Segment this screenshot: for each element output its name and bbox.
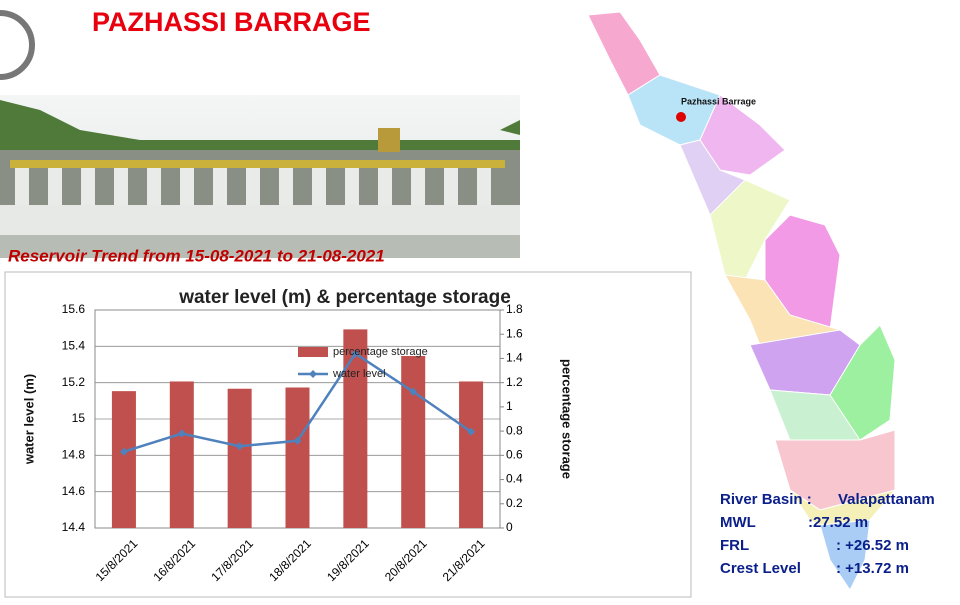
- bar: [401, 356, 426, 528]
- y-tick-label: 15: [72, 411, 86, 425]
- barrage-marker: [676, 112, 686, 122]
- y2-tick-label: 0.6: [506, 448, 523, 462]
- y2-tick-label: 1: [506, 399, 513, 413]
- y2-tick-label: 1.4: [506, 351, 523, 365]
- y2-tick-label: 0.4: [506, 472, 523, 486]
- info-value: : +26.52 m: [836, 537, 909, 554]
- marker-label: Pazhassi Barrage: [681, 96, 756, 106]
- bar: [227, 388, 252, 528]
- y2-tick-label: 0: [506, 520, 513, 534]
- y2-tick-label: 1.6: [506, 326, 523, 340]
- y-axis-title: water level (m): [21, 374, 36, 465]
- logo: [0, 10, 35, 80]
- bar: [169, 381, 194, 528]
- photo: [0, 95, 520, 258]
- line-marker: [293, 436, 302, 445]
- chart-title: water level (m) & percentage storage: [178, 287, 511, 308]
- line-marker: [119, 447, 128, 456]
- info-panel: River Basin : Valapattanam MWL :27.52 m FRL:…: [720, 491, 935, 577]
- y-tick-label: 15.4: [62, 339, 86, 353]
- info-value: Valapattanam: [838, 491, 935, 508]
- line-marker: [467, 427, 476, 436]
- bar: [285, 387, 310, 528]
- y-tick-label: 14.8: [62, 448, 86, 462]
- info-value: :27.52 m: [808, 514, 868, 531]
- bar: [111, 391, 136, 528]
- trend-title: Reservoir Trend from 15-08-2021 to 21-08…: [8, 246, 385, 265]
- info-label: River Basin :: [720, 491, 812, 508]
- info-label: Crest Level: [720, 560, 801, 577]
- bar: [459, 381, 484, 528]
- line-marker: [235, 442, 244, 451]
- info-label: MWL: [720, 514, 756, 531]
- line-marker: [177, 429, 186, 438]
- slide-title: PAZHASSI BARRAGE: [92, 7, 371, 37]
- y-tick-label: 14.4: [62, 520, 86, 534]
- y2-tick-label: 1.2: [506, 375, 523, 389]
- info-value: : +13.72 m: [836, 560, 909, 577]
- y2-tick-label: 0.2: [506, 496, 523, 510]
- y-tick-label: 14.6: [62, 484, 86, 498]
- bar: [343, 329, 368, 528]
- y2-axis-title: percentage storage: [560, 359, 575, 479]
- info-label: FRL: [720, 537, 749, 554]
- y2-tick-label: 1.8: [506, 302, 523, 316]
- y2-tick-label: 0.8: [506, 423, 523, 437]
- kerala-map: [587, 11, 897, 591]
- legend-swatch: [309, 370, 317, 378]
- legend-label: water level: [332, 368, 386, 380]
- y-tick-label: 15.2: [62, 375, 86, 389]
- legend-swatch: [298, 347, 328, 357]
- line-marker: [351, 349, 360, 358]
- line-marker: [409, 387, 418, 396]
- y-tick-label: 15.6: [62, 302, 86, 316]
- legend-label: percentage storage: [333, 346, 428, 358]
